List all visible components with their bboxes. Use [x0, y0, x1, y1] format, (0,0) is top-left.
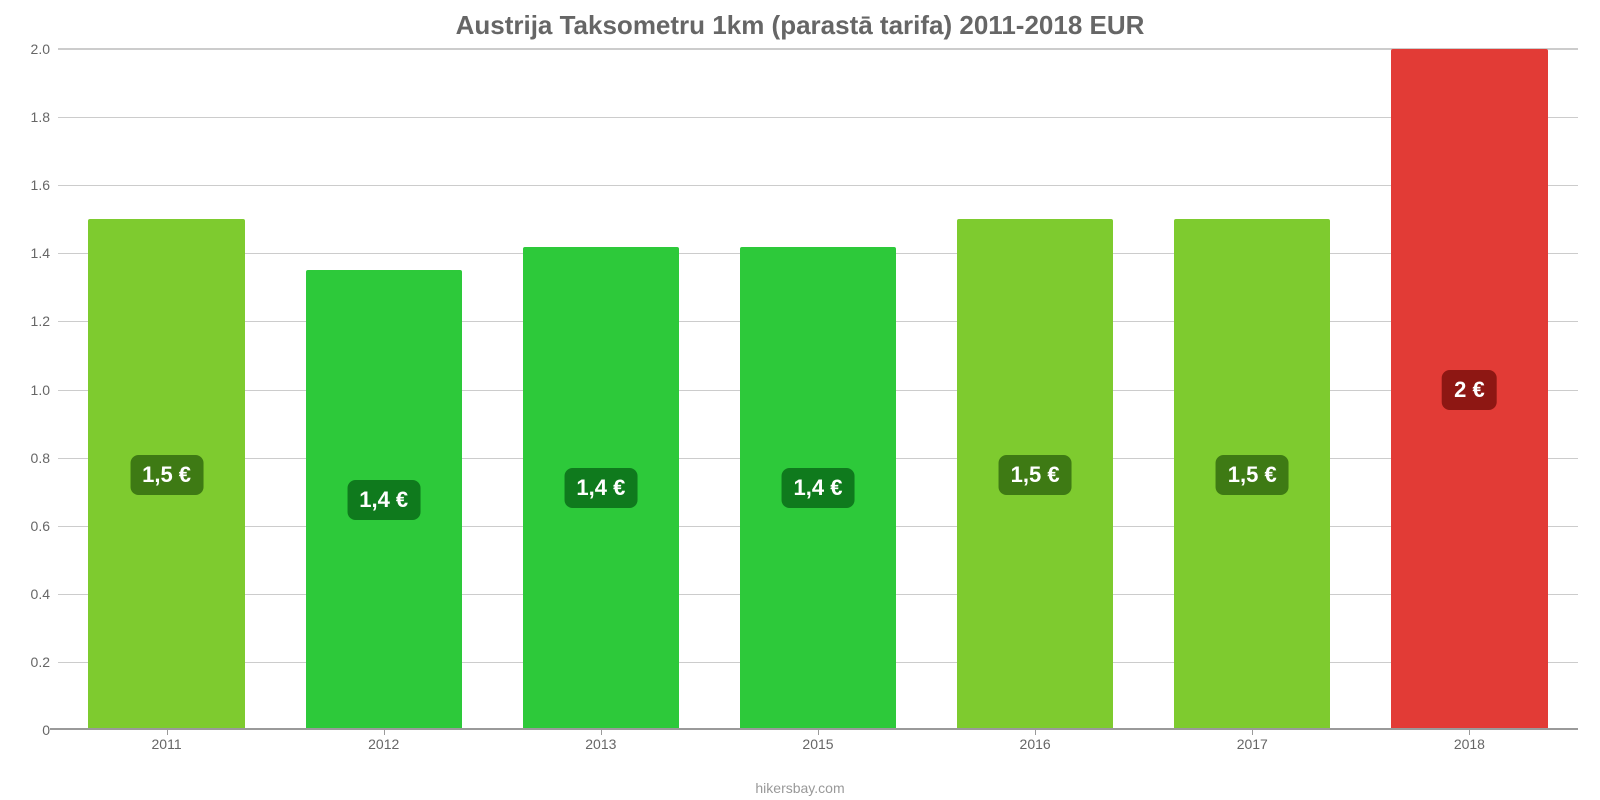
bar-value-label: 1,5 €: [1216, 455, 1289, 495]
y-tick-label: 0.4: [31, 586, 50, 602]
bar-value-label: 1,4 €: [347, 480, 420, 520]
bar-value-label: 2 €: [1442, 370, 1497, 410]
bar-slot: 1,4 €: [275, 49, 492, 730]
x-tick-label: 2018: [1361, 730, 1578, 752]
y-tick-label: 1.4: [31, 245, 50, 261]
y-tick-label: 2.0: [31, 41, 50, 57]
bar: 1,5 €: [957, 219, 1113, 730]
attribution: hikersbay.com: [0, 780, 1600, 796]
bar-slot: 1,5 €: [927, 49, 1144, 730]
chart-container: 00.20.40.60.81.01.21.41.61.82.0 1,5 €1,4…: [58, 48, 1578, 752]
y-tick-label: 1.2: [31, 313, 50, 329]
bar: 2 €: [1391, 49, 1547, 730]
bars-row: 1,5 € 1,4 € 1,4 € 1,4 € 1,5 € 1,5 € 2 €: [58, 49, 1578, 730]
y-tick-label: 1.0: [31, 382, 50, 398]
bar-slot: 1,5 €: [58, 49, 275, 730]
chart-title: Austrija Taksometru 1km (parastā tarifa)…: [0, 0, 1600, 41]
bar: 1,4 €: [523, 247, 679, 731]
bar-value-label: 1,5 €: [999, 455, 1072, 495]
y-tick-label: 1.8: [31, 109, 50, 125]
x-tick-label: 2015: [709, 730, 926, 752]
plot-area: 00.20.40.60.81.01.21.41.61.82.0 1,5 €1,4…: [58, 48, 1578, 730]
y-tick-label: 0.8: [31, 450, 50, 466]
y-tick-label: 1.6: [31, 177, 50, 193]
bar: 1,4 €: [306, 270, 462, 730]
bar-value-label: 1,4 €: [564, 468, 637, 508]
bar: 1,5 €: [1174, 219, 1330, 730]
bar-slot: 1,4 €: [709, 49, 926, 730]
bar-slot: 1,5 €: [1144, 49, 1361, 730]
bar-value-label: 1,4 €: [782, 468, 855, 508]
bar-slot: 1,4 €: [492, 49, 709, 730]
x-tick-label: 2016: [927, 730, 1144, 752]
bar-slot: 2 €: [1361, 49, 1578, 730]
bar-value-label: 1,5 €: [130, 455, 203, 495]
bar: 1,4 €: [740, 247, 896, 731]
x-tick-label: 2011: [58, 730, 275, 752]
y-tick-label: 0: [42, 722, 50, 738]
y-tick-label: 0.6: [31, 518, 50, 534]
x-tick-label: 2017: [1144, 730, 1361, 752]
bar: 1,5 €: [88, 219, 244, 730]
y-tick-label: 0.2: [31, 654, 50, 670]
x-tick-label: 2013: [492, 730, 709, 752]
x-axis: 2011201220132015201620172018: [58, 730, 1578, 752]
x-tick-label: 2012: [275, 730, 492, 752]
